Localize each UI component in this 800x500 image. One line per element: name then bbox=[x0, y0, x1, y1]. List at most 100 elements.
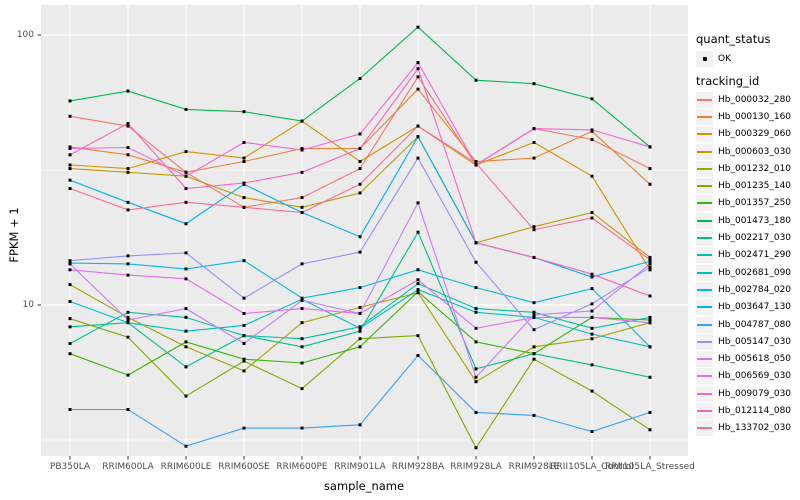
data-point bbox=[532, 82, 536, 86]
data-point bbox=[648, 167, 652, 171]
data-point bbox=[242, 205, 246, 209]
legend-item-label: Hb_000130_160 bbox=[718, 111, 792, 122]
data-point bbox=[590, 275, 594, 279]
data-point bbox=[590, 128, 594, 132]
data-point bbox=[242, 140, 246, 144]
legend-item-label: Hb_000603_030 bbox=[718, 146, 792, 157]
data-point bbox=[68, 187, 72, 191]
data-point bbox=[474, 375, 478, 379]
line-swatch-icon bbox=[697, 115, 712, 118]
legend-key bbox=[696, 299, 713, 316]
data-point bbox=[532, 301, 536, 305]
data-point bbox=[648, 145, 652, 149]
data-point bbox=[68, 300, 72, 304]
data-point bbox=[242, 296, 246, 300]
legend-item-tracking-id: Hb_001232_010 bbox=[696, 160, 791, 177]
data-point bbox=[184, 150, 188, 154]
data-point bbox=[68, 145, 72, 149]
legend-key bbox=[696, 368, 713, 385]
data-point bbox=[358, 167, 362, 171]
data-point bbox=[532, 352, 536, 356]
x-tick-label: RRIM901LA bbox=[334, 462, 386, 472]
data-point bbox=[648, 265, 652, 269]
data-point bbox=[184, 329, 188, 333]
legend-item-tracking-id: Hb_001473_180 bbox=[696, 212, 791, 229]
data-point bbox=[68, 167, 72, 171]
data-point bbox=[184, 187, 188, 191]
data-point bbox=[300, 387, 304, 391]
legend-item-tracking-id: Hb_002784_020 bbox=[696, 281, 791, 298]
line-swatch-icon bbox=[697, 271, 712, 274]
data-point bbox=[300, 345, 304, 349]
line-swatch-icon bbox=[697, 219, 712, 222]
data-point bbox=[416, 288, 420, 292]
data-point bbox=[300, 307, 304, 311]
data-point bbox=[648, 259, 652, 263]
data-point bbox=[474, 326, 478, 330]
legend-key bbox=[696, 50, 713, 67]
data-point bbox=[68, 408, 72, 412]
legend-item-tracking-id: Hb_004787_080 bbox=[696, 316, 791, 333]
legend-item-tracking-id: Hb_000603_030 bbox=[696, 143, 791, 160]
legend-key bbox=[696, 195, 713, 212]
legend-key bbox=[696, 247, 713, 264]
x-tick-label: PB350LA bbox=[49, 462, 91, 472]
data-point bbox=[474, 380, 478, 384]
point-swatch-icon bbox=[702, 56, 707, 61]
data-point bbox=[358, 132, 362, 136]
data-point bbox=[358, 160, 362, 164]
line-swatch-icon bbox=[697, 254, 712, 257]
data-point bbox=[532, 328, 536, 332]
data-point bbox=[648, 258, 652, 262]
data-point bbox=[590, 309, 594, 313]
y-axis-title: FPKM + 1 bbox=[7, 207, 21, 263]
legend-key bbox=[696, 316, 713, 333]
data-point bbox=[590, 174, 594, 178]
legend-item-label: Hb_012114_080 bbox=[718, 405, 792, 416]
data-point bbox=[184, 277, 188, 281]
data-point bbox=[126, 254, 130, 258]
data-point bbox=[532, 140, 536, 144]
line-swatch-icon bbox=[697, 340, 712, 343]
line-swatch-icon bbox=[697, 306, 712, 309]
data-point bbox=[590, 302, 594, 306]
data-point bbox=[68, 283, 72, 287]
data-point bbox=[126, 262, 130, 266]
legend-key bbox=[696, 264, 713, 281]
line-swatch-icon bbox=[697, 288, 712, 291]
data-point bbox=[416, 25, 420, 29]
legend-item-label: Hb_002217_030 bbox=[718, 233, 792, 244]
data-point bbox=[648, 428, 652, 432]
legend-item-tracking-id: Hb_000032_280 bbox=[696, 91, 791, 108]
data-point bbox=[416, 124, 420, 128]
data-point bbox=[474, 78, 478, 82]
data-point bbox=[242, 160, 246, 164]
data-point bbox=[648, 321, 652, 325]
x-axis-title: sample_name bbox=[323, 479, 405, 493]
legend-key bbox=[696, 108, 713, 125]
data-point bbox=[242, 156, 246, 160]
data-point bbox=[68, 178, 72, 182]
data-point bbox=[648, 255, 652, 259]
legend-item-quant-status: OK bbox=[696, 50, 731, 67]
data-point bbox=[648, 182, 652, 186]
legend-item-tracking-id: Hb_000329_060 bbox=[696, 126, 791, 143]
data-point bbox=[532, 345, 536, 349]
data-point bbox=[358, 146, 362, 150]
x-tick-label: RRIM600LA bbox=[102, 462, 154, 472]
data-point bbox=[358, 305, 362, 309]
data-point bbox=[242, 426, 246, 430]
data-point bbox=[184, 107, 188, 111]
legend-key bbox=[696, 178, 713, 195]
data-point bbox=[474, 163, 478, 167]
data-point bbox=[590, 337, 594, 341]
data-point bbox=[68, 342, 72, 346]
y-tick-label: 10 bbox=[22, 300, 34, 310]
line-swatch-icon bbox=[697, 185, 712, 188]
data-point bbox=[184, 170, 188, 174]
data-point bbox=[126, 208, 130, 212]
data-point bbox=[474, 260, 478, 264]
line-swatch-icon bbox=[697, 409, 712, 412]
data-point bbox=[126, 315, 130, 319]
